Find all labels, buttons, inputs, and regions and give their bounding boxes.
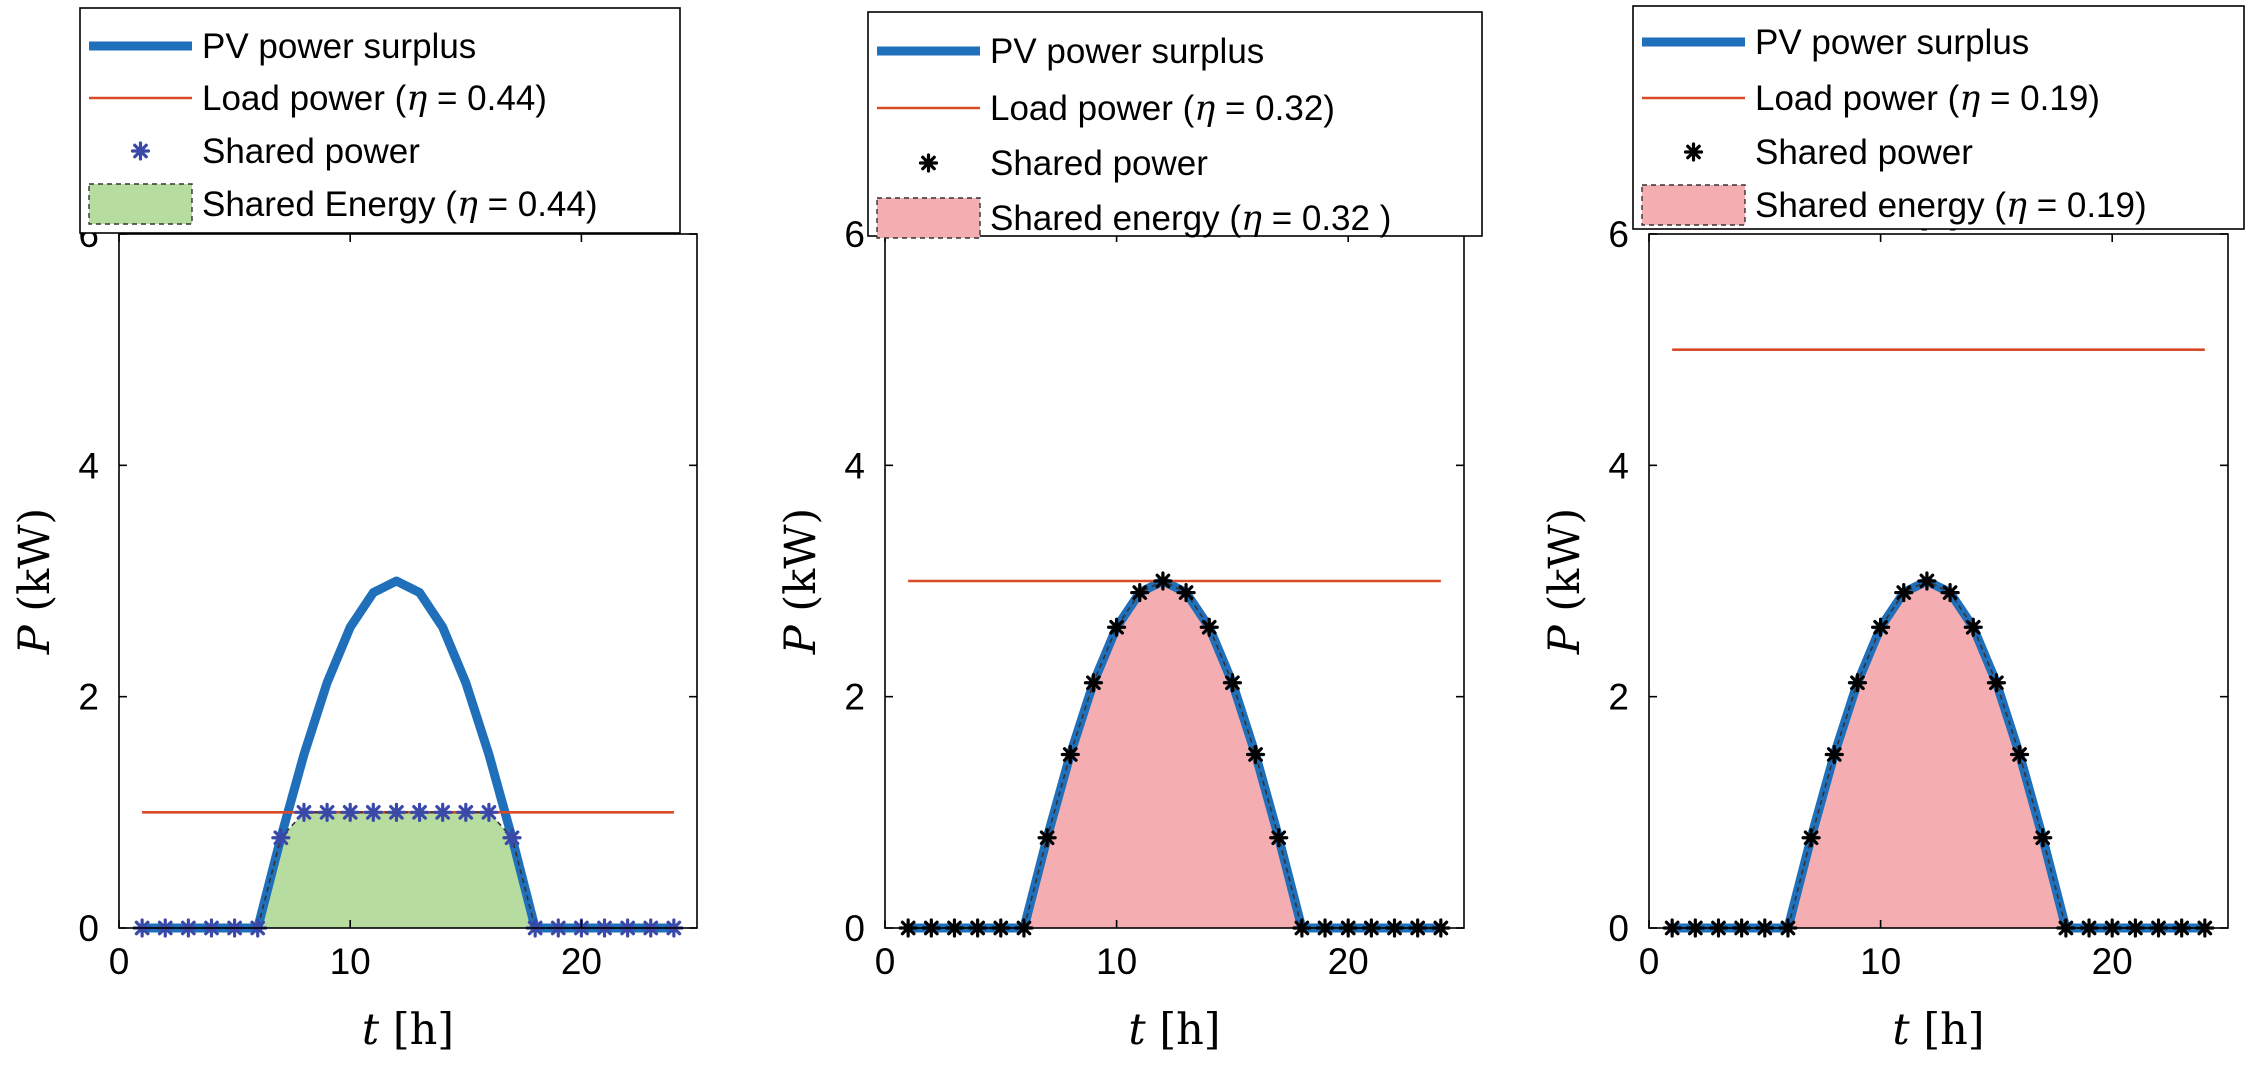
y-tick-label: 0: [1608, 908, 1629, 949]
shared-power-marker: [1245, 744, 1266, 765]
y-tick-label: 6: [844, 214, 865, 255]
shared-energy-area: [1672, 581, 2205, 928]
legend-swatch-shared-energy: [88, 183, 193, 225]
legend-label: Load power (η = 0.32): [990, 89, 1335, 129]
y-axis-label: P (kW): [776, 508, 826, 655]
legend-label: Shared Energy (η = 0.44): [202, 185, 598, 225]
axes-frame: [1648, 233, 2229, 929]
legend-swatch-shared-power: [1683, 142, 1704, 162]
shared-power-marker: [1176, 582, 1196, 603]
shared-power-marker: [409, 802, 430, 822]
shared-power-marker: [1130, 582, 1150, 603]
shared-power-marker: [1083, 673, 1104, 693]
legend-swatch-shared-energy: [1641, 184, 1746, 226]
legend: PV power surplus Load power (η = 0.32) Sha…: [867, 11, 1483, 239]
shared-power-marker: [502, 828, 522, 848]
shared-power-marker: [1847, 673, 1868, 693]
y-axis-label: P (kW): [1540, 508, 1590, 655]
legend-swatch-shared-power: [130, 141, 151, 161]
shared-power-marker: [1986, 673, 2006, 693]
shared-power-marker: [363, 802, 383, 822]
y-tick-label: 0: [78, 908, 99, 949]
shared-power-marker: [1894, 582, 1914, 603]
shared-power-marker: [1963, 617, 1983, 637]
legend-label: Load power (η = 0.19): [1755, 79, 2100, 119]
shared-power-marker: [1801, 828, 1821, 848]
x-tick-label: 10: [1860, 941, 1901, 982]
legend-label: Shared energy (η = 0.19): [1755, 186, 2147, 226]
shared-energy-area: [142, 812, 674, 928]
legend-label: Load power (η = 0.44): [202, 79, 547, 119]
shared-power-marker: [1107, 617, 1127, 637]
shared-power-marker: [433, 802, 453, 822]
legend-swatch-shared-energy: [876, 197, 981, 239]
shared-power-marker: [317, 802, 337, 822]
y-tick-label: 0: [844, 908, 865, 949]
x-tick-label: 10: [330, 941, 371, 982]
y-tick-label: 4: [1608, 445, 1629, 486]
shared-power-marker: [1824, 744, 1844, 765]
shared-power-marker: [1153, 571, 1173, 591]
shared-power-marker: [1269, 828, 1289, 848]
axes-frame: [118, 233, 698, 929]
shared-power-marker: [1940, 582, 1960, 603]
shared-energy-area: [908, 581, 1441, 928]
x-axis-label: t [h]: [1128, 1005, 1220, 1055]
shared-power-marker: [294, 802, 314, 822]
legend-label: Shared power: [202, 132, 420, 171]
shared-power-marker: [1917, 571, 1937, 591]
x-tick-label: 0: [875, 941, 896, 982]
y-tick-label: 4: [844, 445, 865, 486]
shared-power-marker: [1037, 828, 1057, 848]
shared-power-marker: [1871, 617, 1891, 637]
legend-swatch-shared-power: [918, 153, 939, 173]
x-tick-label: 20: [1328, 941, 1369, 982]
shared-power-marker: [386, 802, 407, 822]
y-tick-label: 2: [844, 677, 865, 718]
shared-power-marker: [2009, 744, 2030, 765]
y-tick-label: 2: [78, 677, 99, 718]
shared-power-marker: [456, 802, 476, 822]
shared-power-marker: [1199, 617, 1219, 637]
shared-power-marker: [1222, 673, 1242, 693]
x-axis-label: t [h]: [1892, 1005, 1984, 1055]
legend-label: PV power surplus: [202, 27, 476, 66]
y-tick-label: 6: [1608, 214, 1629, 255]
shared-power-marker: [479, 802, 499, 822]
legend: PV power surplus Load power (η = 0.44) Sha…: [79, 7, 681, 234]
shared-power-marker: [340, 802, 360, 822]
legend-label: PV power surplus: [990, 32, 1264, 71]
legend: PV power surplus Load power (η = 0.19) Sha…: [1632, 5, 2245, 230]
x-axis-label: t [h]: [362, 1005, 454, 1055]
y-tick-label: 4: [78, 445, 99, 486]
y-axis-label: P (kW): [10, 508, 60, 655]
shared-power-marker: [1060, 744, 1080, 765]
x-tick-label: 0: [109, 941, 130, 982]
legend-label: Shared power: [990, 144, 1208, 183]
shared-power-marker: [2033, 828, 2053, 848]
y-tick-label: 2: [1608, 677, 1629, 718]
x-tick-label: 10: [1096, 941, 1137, 982]
legend-label: Shared power: [1755, 133, 1973, 172]
x-tick-label: 20: [2092, 941, 2133, 982]
x-tick-label: 20: [561, 941, 602, 982]
legend-label: PV power surplus: [1755, 23, 2029, 62]
legend-label: Shared energy (η = 0.32 ): [990, 199, 1391, 239]
shared-power-marker: [271, 828, 291, 848]
x-tick-label: 0: [1639, 941, 1660, 982]
